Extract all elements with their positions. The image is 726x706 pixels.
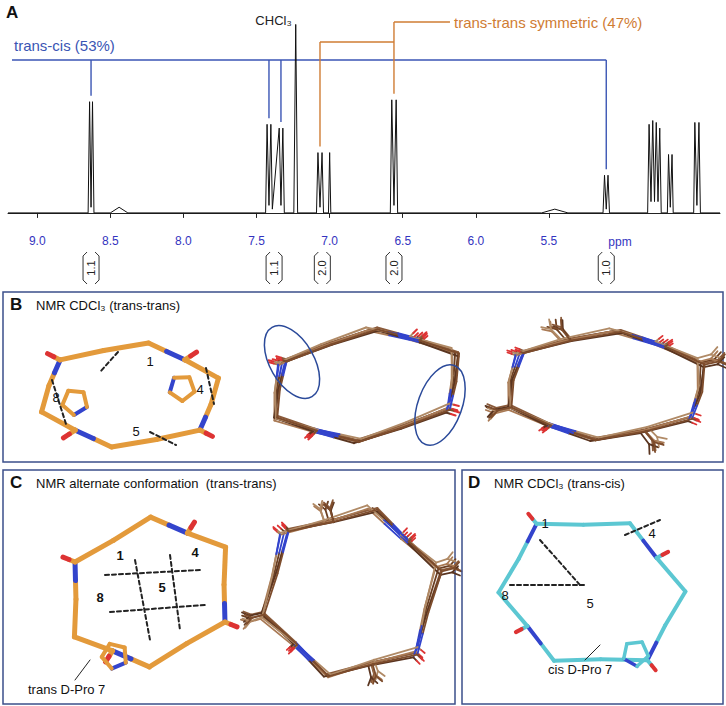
svg-text:4: 4 [648,526,655,541]
svg-text:8: 8 [501,588,508,603]
svg-text:1: 1 [146,354,153,369]
svg-text:NMR CDCl₃ (trans-cis): NMR CDCl₃ (trans-cis) [494,476,625,491]
svg-text:ppm: ppm [608,235,631,249]
svg-text:1.1: 1.1 [85,260,97,275]
svg-text:C: C [10,473,22,492]
svg-text:1.0: 1.0 [600,260,612,275]
svg-text:9.0: 9.0 [29,234,46,248]
svg-text:8.0: 8.0 [175,234,192,248]
svg-text:5: 5 [158,580,165,595]
svg-text:2.0: 2.0 [316,260,328,275]
svg-text:4: 4 [191,545,199,560]
svg-text:NMR CDCl₃ (trans-trans): NMR CDCl₃ (trans-trans) [36,298,180,313]
svg-text:5.5: 5.5 [541,234,558,248]
svg-text:1: 1 [116,548,123,563]
svg-text:6.0: 6.0 [468,234,485,248]
svg-text:B: B [10,295,22,314]
svg-text:cis D-Pro 7: cis D-Pro 7 [548,662,612,677]
svg-text:1.1: 1.1 [268,260,280,275]
svg-text:1: 1 [541,516,548,531]
svg-text:4: 4 [196,382,203,397]
svg-text:NMR alternate conformation (t: NMR alternate conformation (trans-trans) [36,476,277,491]
svg-text:2.0: 2.0 [388,260,400,275]
svg-text:8: 8 [96,590,103,605]
svg-text:8.5: 8.5 [102,234,119,248]
svg-text:7.5: 7.5 [248,234,265,248]
svg-text:trans-cis (53%): trans-cis (53%) [14,37,115,54]
svg-text:trans D-Pro 7: trans D-Pro 7 [28,682,105,697]
svg-text:7.0: 7.0 [321,234,338,248]
svg-text:5: 5 [586,596,593,611]
svg-text:trans-trans symmetric (47%): trans-trans symmetric (47%) [454,14,642,31]
svg-text:CHCl₃: CHCl₃ [255,13,291,28]
svg-text:A: A [6,3,18,22]
svg-text:8: 8 [52,390,59,405]
svg-text:D: D [468,473,480,492]
svg-text:6.5: 6.5 [394,234,411,248]
svg-text:5: 5 [132,424,139,439]
